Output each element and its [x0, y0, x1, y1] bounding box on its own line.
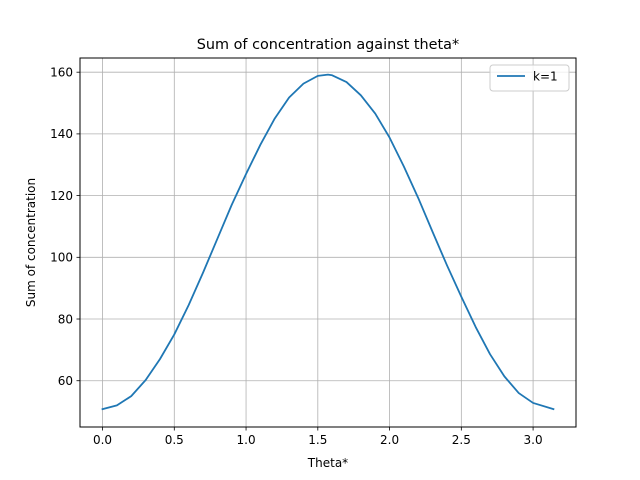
- chart-title: Sum of concentration against theta*: [197, 37, 459, 53]
- y-tick-label: 160: [50, 65, 73, 79]
- x-tick-label: 1.5: [308, 433, 327, 447]
- legend: k=1: [489, 64, 570, 92]
- y-tick-label: 120: [50, 189, 73, 203]
- y-axis-label: Sum of concentration: [24, 178, 38, 307]
- x-tick-label: 3.0: [524, 433, 543, 447]
- y-tick-label: 60: [58, 374, 73, 388]
- x-tick-label: 2.0: [380, 433, 399, 447]
- y-tick-label: 100: [50, 251, 73, 265]
- x-axis-label: Theta*: [307, 456, 348, 470]
- series-lines: [101, 73, 555, 411]
- series-line-k-1: [101, 73, 555, 411]
- x-tick-label: 0.0: [93, 433, 112, 447]
- x-tick-label: 0.5: [165, 433, 184, 447]
- y-tick-label: 80: [58, 312, 73, 326]
- legend-box: [489, 64, 570, 92]
- x-tick-label: 2.5: [452, 433, 471, 447]
- grid-lines: [80, 58, 576, 427]
- x-axis-ticks: 0.0 0.5 1.0 1.5 2.0 2.5 3.0: [93, 427, 543, 447]
- legend-label: k=1: [533, 70, 558, 84]
- y-tick-label: 140: [50, 127, 73, 141]
- plot-frame: [79, 57, 577, 428]
- y-axis-ticks: 60 80 100 120 140 160: [50, 65, 80, 388]
- x-tick-label: 1.0: [237, 433, 256, 447]
